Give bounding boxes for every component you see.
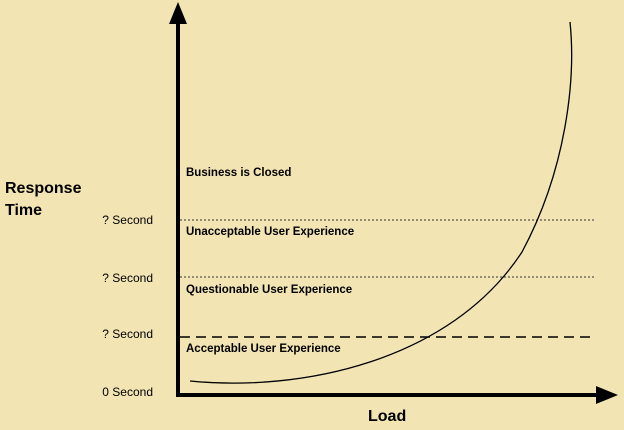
zone-label: Business is Closed [186, 167, 292, 179]
tick-label: ? Second [102, 327, 153, 341]
x-axis-label: Load [368, 408, 407, 425]
tick-label: ? Second [102, 213, 153, 227]
tick-label: ? Second [102, 271, 153, 285]
response-curve [189, 21, 573, 384]
tick-label: 0 Second [102, 385, 153, 399]
x-axis-arrow [596, 386, 618, 404]
zone-label: Questionable User Experience [186, 284, 353, 296]
zone-label: Unacceptable User Experience [186, 226, 355, 238]
y-axis-arrow [169, 2, 187, 24]
y-axis-label: Response Time [5, 180, 82, 219]
zone-label: Acceptable User Experience [186, 343, 341, 355]
